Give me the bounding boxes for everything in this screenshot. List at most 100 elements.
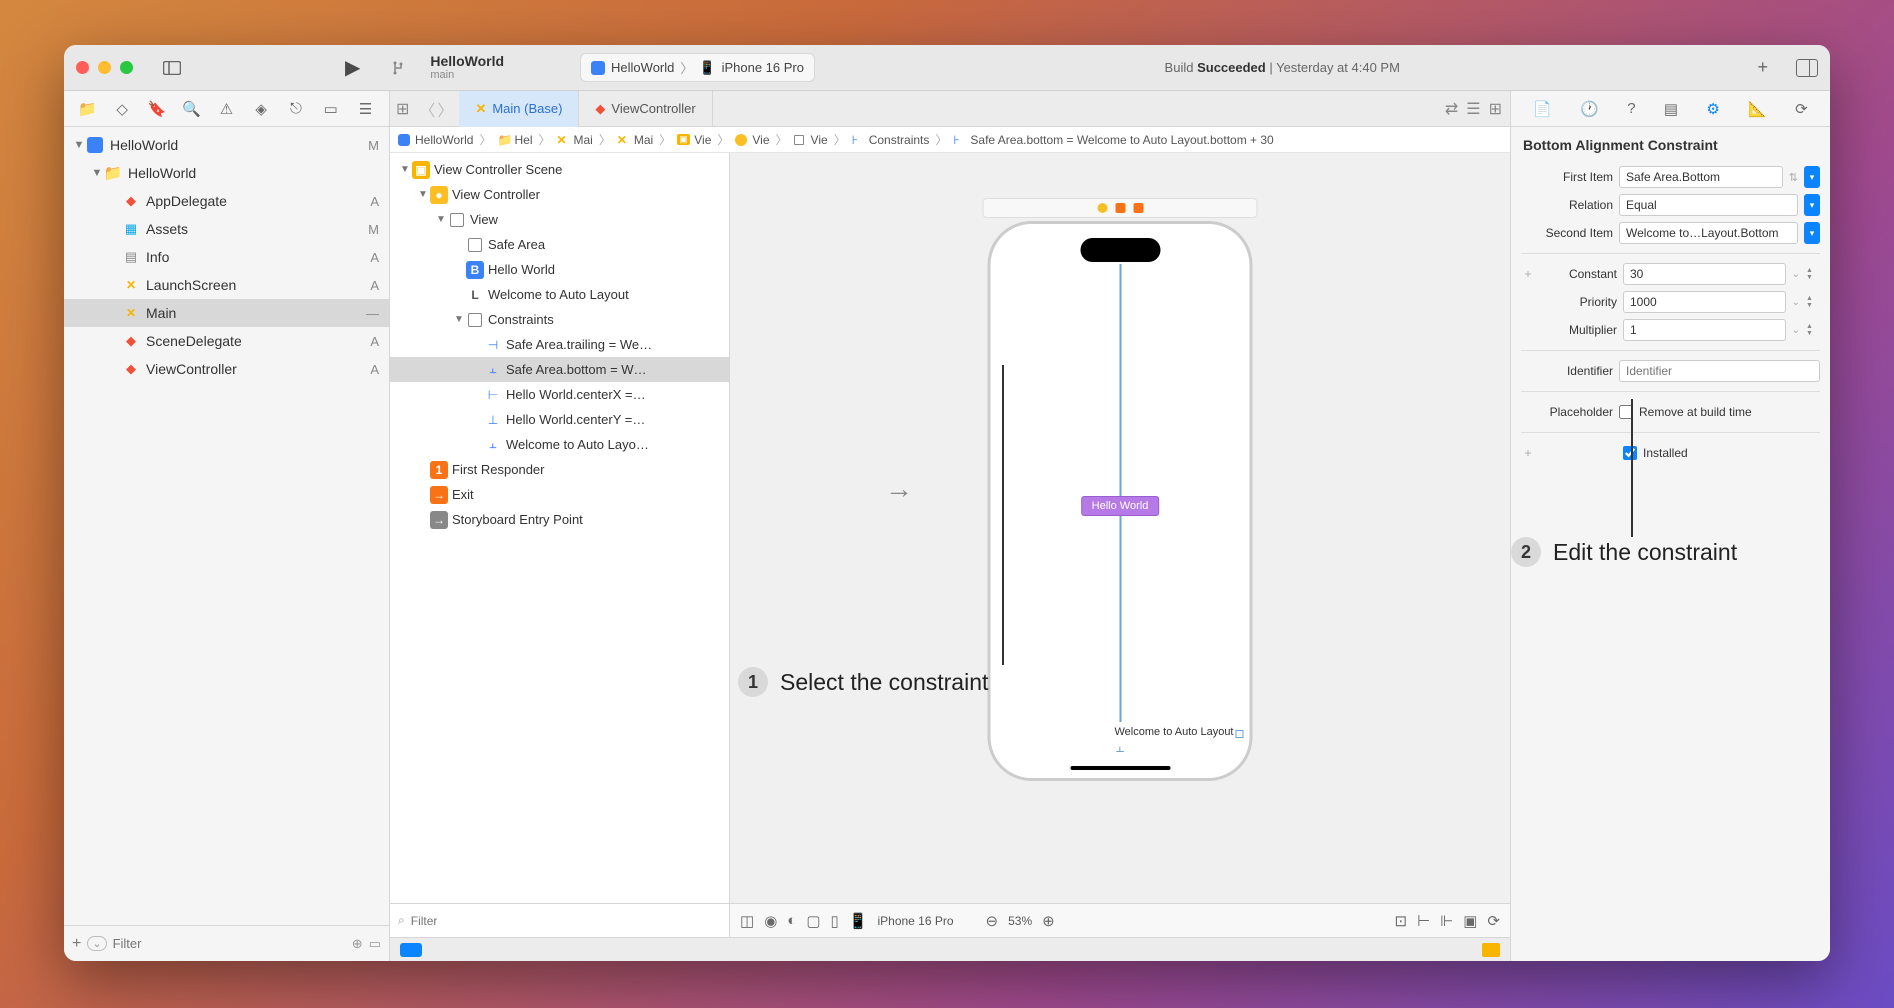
zoom-in-icon[interactable]: ⊕ [1042,912,1055,930]
jump-bar[interactable]: HelloWorld〉📁Hel〉✕Mai〉✕Mai〉▣Vie〉Vie〉Vie〉⊦… [390,127,1510,153]
hello-world-button[interactable]: Hello World [1081,496,1160,516]
nav-item-launchscreen[interactable]: ✕LaunchScreenA [64,271,389,299]
first-item-menu[interactable]: ▾ [1804,166,1820,188]
identity-inspector-tab[interactable]: ▤ [1664,100,1678,118]
project-navigator-tab[interactable]: 📁 [77,99,97,119]
nav-item-scenedelegate[interactable]: ◆SceneDelegateA [64,327,389,355]
device-label[interactable]: iPhone 16 Pro [877,914,953,928]
help-inspector-tab[interactable]: ? [1627,100,1635,117]
first-item-value[interactable]: Safe Area.Bottom [1619,166,1783,188]
second-item-menu[interactable]: ▾ [1804,222,1820,244]
align-tool-icon[interactable]: ⊡ [1395,912,1408,930]
appearance-icon[interactable]: ◐ [787,912,796,929]
add-constant-icon[interactable]: + [1521,267,1535,281]
constant-dropdown-icon[interactable]: ⌄ [1792,269,1800,280]
editor-options-icon[interactable]: ☰ [1466,99,1480,119]
crumb-8[interactable]: ⊦Safe Area.bottom = Welcome to Auto Layo… [953,133,1273,147]
outline-item[interactable]: ⫠Welcome to Auto Layo… [390,432,729,457]
priority-dropdown-icon[interactable]: ⌄ [1792,297,1800,308]
outline-item[interactable]: ⊥Hello World.centerY =… [390,407,729,432]
minimize-button[interactable] [98,61,111,74]
file-inspector-tab[interactable]: 📄 [1533,100,1552,118]
tab-viewcontroller[interactable]: ◆ ViewController [579,91,712,127]
outline-item[interactable]: Safe Area [390,232,729,257]
welcome-label[interactable]: Welcome to Auto Layout [1114,726,1233,738]
embed-tool-icon[interactable]: ▣ [1463,912,1477,930]
tab-main[interactable]: ✕ Main (Base) [459,91,579,127]
second-item-value[interactable]: Welcome to…Layout.Bottom [1619,222,1798,244]
debug-area-toggle[interactable] [1482,943,1500,957]
crumb-5[interactable]: Vie [735,133,769,147]
close-button[interactable] [76,61,89,74]
scm-filter-icon[interactable]: ⊕ [352,936,363,952]
nav-item-appdelegate[interactable]: ◆AppDelegateA [64,187,389,215]
constraint-handle[interactable] [1236,730,1244,738]
multiplier-stepper[interactable]: ▲▼ [1806,323,1820,337]
crumb-6[interactable]: Vie [794,133,828,147]
outline-item[interactable]: ▼View [390,207,729,232]
library-add-button[interactable]: + [1749,57,1776,78]
back-button[interactable]: 〈 [419,97,435,121]
scheme-selector[interactable]: HelloWorld 〉 📱 iPhone 16 Pro [580,53,815,82]
attributes-inspector-tab[interactable]: ⚙ [1706,100,1719,118]
relation-menu[interactable]: ▾ [1804,194,1820,216]
outline-item[interactable]: ▼●View Controller [390,182,729,207]
zoom-out-icon[interactable]: ⊖ [986,912,999,930]
update-frames-icon[interactable]: ⟳ [1487,912,1500,930]
constant-stepper[interactable]: ▲▼ [1806,267,1820,281]
device-config-icon[interactable]: ▯ [831,912,839,930]
outline-item[interactable]: →Exit [390,482,729,507]
multiplier-dropdown-icon[interactable]: ⌄ [1792,325,1800,336]
swap-icon[interactable]: ⇅ [1789,171,1798,184]
outline-item[interactable]: ▼Constraints [390,307,729,332]
test-tab[interactable]: ◈ [251,99,271,119]
bookmark-tab[interactable]: 🔖 [147,99,167,119]
run-button[interactable]: ▶ [345,55,360,80]
zoom-button[interactable] [120,61,133,74]
ib-canvas[interactable]: → Hello World Welcome to Auto Layout ⫠ [730,153,1510,937]
crumb-1[interactable]: 📁Hel [497,133,532,147]
outline-item[interactable]: LWelcome to Auto Layout [390,282,729,307]
nav-item-helloworld[interactable]: ▼📁HelloWorld [64,159,389,187]
resolve-tool-icon[interactable]: ⊩ [1440,912,1453,930]
nav-item-viewcontroller[interactable]: ◆ViewControllerA [64,355,389,383]
outline-item[interactable]: ▼▣View Controller Scene [390,157,729,182]
outline-item[interactable]: ⫠Safe Area.bottom = W… [390,357,729,382]
source-control-tab[interactable]: ◇ [112,99,132,119]
nav-item-helloworld[interactable]: ▼HelloWorldM [64,131,389,159]
nav-item-main[interactable]: ✕Main— [64,299,389,327]
navigator-filter-input[interactable] [113,936,346,951]
breakpoint-tab[interactable]: ▭ [321,99,341,119]
related-items-icon[interactable]: ⊞ [396,99,409,119]
add-editor-icon[interactable]: ⊞ [1489,99,1502,119]
nav-item-info[interactable]: ▤InfoA [64,243,389,271]
assistant-icon[interactable]: ◉ [764,912,777,930]
nav-item-assets[interactable]: ▦AssetsM [64,215,389,243]
orientation-icon[interactable]: ▢ [806,912,820,930]
crumb-7[interactable]: ⊦Constraints [852,133,930,147]
outline-toggle-icon[interactable]: ◫ [740,912,754,930]
crumb-0[interactable]: HelloWorld [398,133,473,147]
adjust-editor-icon[interactable]: ⇄ [1445,99,1458,119]
outline-item[interactable]: ⊢Hello World.centerX =… [390,382,729,407]
add-installed-icon[interactable]: + [1521,446,1535,460]
sidebar-toggle-icon[interactable] [163,59,181,77]
add-button[interactable]: + [72,935,81,953]
zoom-label[interactable]: 53% [1008,914,1032,928]
crumb-2[interactable]: ✕Mai [557,133,593,147]
outline-item[interactable]: BHello World [390,257,729,282]
recent-filter-icon[interactable]: ▭ [369,936,381,952]
relation-value[interactable]: Equal [1619,194,1798,216]
priority-field[interactable]: 1000 [1623,291,1786,313]
scene-header[interactable] [983,198,1258,218]
device-icon[interactable]: 📱 [849,912,868,930]
debug-tab[interactable]: ⎋ [286,99,306,119]
project-name-group[interactable]: HelloWorld main [430,54,504,81]
priority-stepper[interactable]: ▲▼ [1806,295,1820,309]
multiplier-field[interactable]: 1 [1623,319,1786,341]
pin-tool-icon[interactable]: ⊢ [1417,912,1430,930]
connections-inspector-tab[interactable]: ⟳ [1795,100,1808,118]
constant-field[interactable]: 30 [1623,263,1786,285]
crumb-3[interactable]: ✕Mai [617,133,653,147]
outline-item[interactable]: →Storyboard Entry Point [390,507,729,532]
